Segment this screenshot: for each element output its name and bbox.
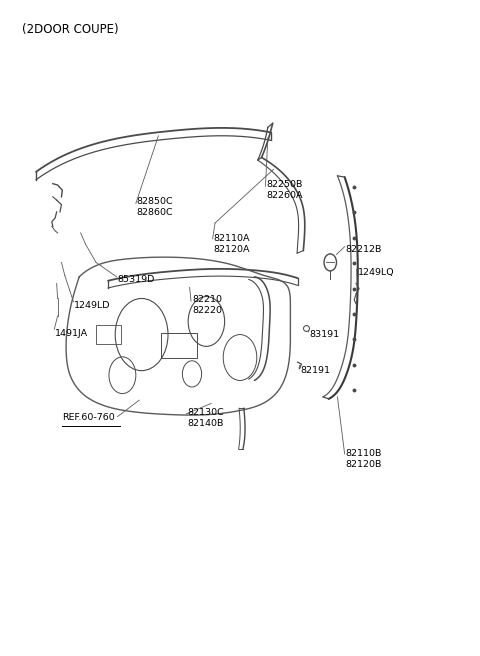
- Text: 82110B
82120B: 82110B 82120B: [346, 449, 382, 469]
- Bar: [161, 333, 197, 358]
- Text: 82130C
82140B: 82130C 82140B: [187, 408, 224, 428]
- Text: 83191: 83191: [310, 330, 340, 339]
- Text: 1249LD: 1249LD: [74, 301, 111, 310]
- Text: REF.60-760: REF.60-760: [62, 413, 115, 422]
- Bar: [96, 325, 121, 344]
- Text: 82850C
82860C: 82850C 82860C: [137, 197, 173, 216]
- Text: 85319D: 85319D: [118, 275, 155, 284]
- Text: (2DOOR COUPE): (2DOOR COUPE): [22, 23, 118, 36]
- Text: 82250B
82260A: 82250B 82260A: [266, 180, 303, 200]
- Text: 1491JA: 1491JA: [55, 329, 88, 338]
- Text: 1249LQ: 1249LQ: [358, 268, 394, 277]
- Text: 82191: 82191: [300, 366, 330, 375]
- Text: 82212B: 82212B: [346, 245, 382, 254]
- Text: 82110A
82120A: 82110A 82120A: [214, 234, 250, 254]
- Text: 82210
82220: 82210 82220: [192, 295, 222, 315]
